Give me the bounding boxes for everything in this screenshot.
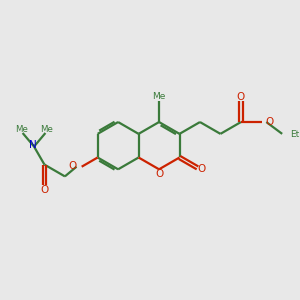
- Text: Me: Me: [15, 125, 28, 134]
- Text: N: N: [29, 140, 37, 150]
- Text: O: O: [40, 185, 49, 195]
- Text: O: O: [237, 92, 245, 102]
- Text: O: O: [155, 169, 163, 179]
- Text: Et: Et: [290, 130, 299, 139]
- Text: Me: Me: [40, 125, 53, 134]
- Text: Me: Me: [152, 92, 166, 101]
- Text: O: O: [197, 164, 206, 174]
- Text: O: O: [69, 161, 77, 171]
- Text: O: O: [266, 117, 274, 127]
